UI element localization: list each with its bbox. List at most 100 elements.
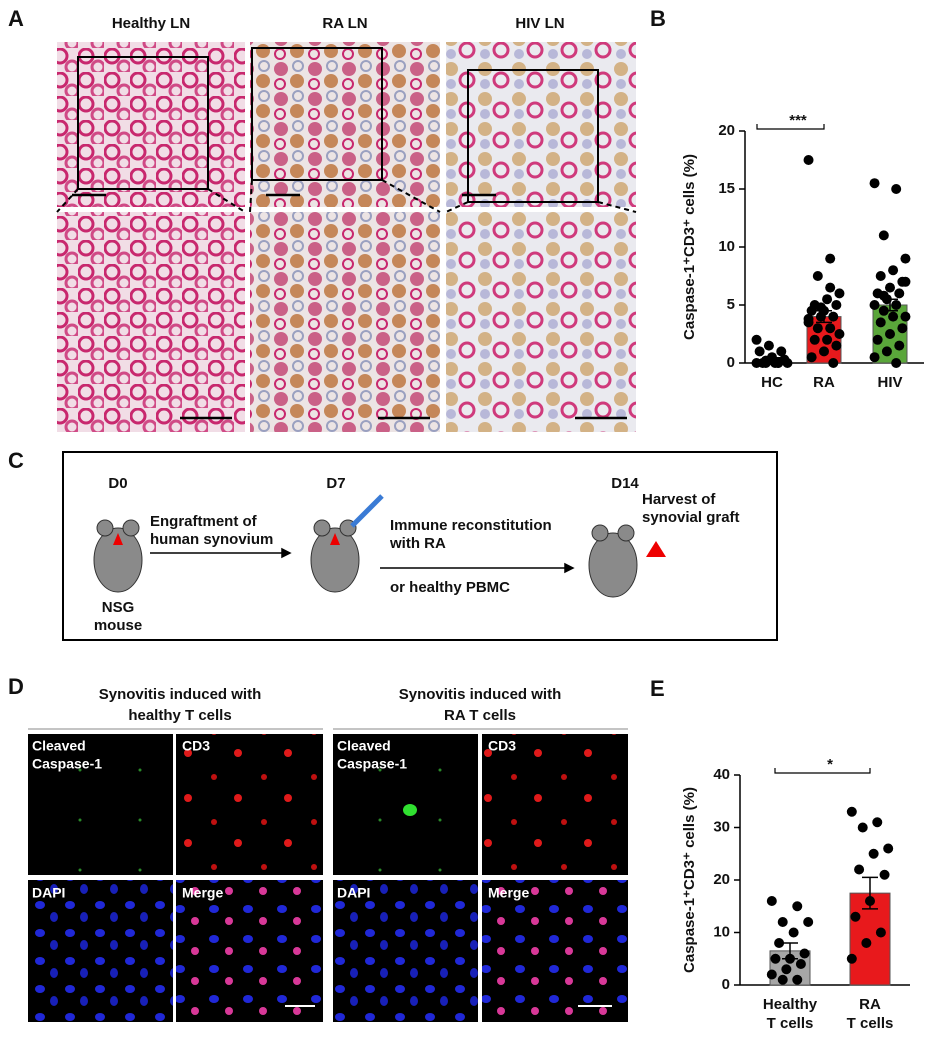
column-title: RA LN: [322, 15, 367, 32]
step-text: Harvest of: [642, 491, 716, 508]
panel-label: D: [8, 674, 24, 699]
data-point: [879, 869, 890, 880]
channel-label: CD3: [488, 738, 516, 754]
data-point: [875, 271, 886, 281]
data-point: [900, 276, 911, 287]
data-point: [809, 334, 820, 345]
x-tick-label: Healthy: [763, 996, 818, 1013]
data-point: [825, 282, 836, 293]
y-tick-label: 40: [713, 766, 730, 783]
fluorescence-images: [28, 734, 628, 1022]
step-text: or healthy PBMC: [390, 579, 510, 596]
significance-bracket: [774, 768, 871, 774]
panel-label: C: [8, 448, 24, 473]
data-point: [828, 311, 839, 322]
data-point: [875, 927, 886, 938]
data-point: [828, 358, 839, 368]
data-point: [885, 282, 895, 293]
data-point: [785, 953, 795, 964]
data-point: [803, 313, 814, 324]
data-point: [777, 974, 788, 985]
data-point: [891, 184, 902, 194]
x-tick-label: RA: [859, 996, 881, 1013]
data-point: [861, 938, 872, 948]
data-point: [891, 300, 902, 310]
group-title: RA T cells: [444, 707, 516, 724]
x-tick-label: HC: [761, 374, 783, 391]
data-point: [846, 953, 857, 964]
data-point: [776, 346, 787, 357]
data-point: [812, 271, 823, 281]
data-point: [803, 155, 814, 165]
data-point: [888, 311, 899, 322]
data-point: [831, 340, 842, 351]
panel-label: E: [650, 676, 665, 701]
data-point: [777, 917, 788, 927]
data-point: [900, 253, 911, 264]
y-tick-label: 10: [718, 238, 735, 255]
data-point: [806, 352, 817, 363]
data-point: [869, 300, 880, 310]
data-point: [878, 230, 889, 241]
mouse-icons: [93, 494, 666, 598]
mouse-label: NSG: [102, 599, 135, 616]
data-point: [834, 329, 845, 339]
data-point: [865, 896, 875, 906]
data-point: [792, 901, 803, 912]
x-tick-label: RA: [813, 374, 835, 391]
data-point: [894, 288, 905, 299]
x-tick-label: T cells: [847, 1015, 894, 1032]
step-text: Engraftment of: [150, 513, 258, 530]
data-point: [766, 896, 777, 906]
significance-label: *: [827, 756, 833, 773]
step-text: Immune reconstitution: [390, 517, 552, 534]
column-title: HIV LN: [515, 15, 564, 32]
data-point: [822, 294, 833, 305]
y-tick-label: 15: [718, 180, 735, 197]
day-label: D0: [108, 475, 127, 492]
channel-label: CD3: [182, 738, 210, 754]
data-point: [888, 265, 899, 276]
data-point: [872, 334, 883, 345]
data-point: [825, 253, 836, 264]
data-point: [868, 848, 879, 859]
data-point: [881, 346, 892, 357]
x-tick-label: T cells: [767, 1015, 814, 1032]
data-point: [891, 358, 902, 368]
data-point: [897, 323, 908, 334]
channel-label: Caspase-1: [32, 756, 102, 772]
channel-label: DAPI: [32, 885, 65, 901]
data-point: [815, 302, 826, 313]
data-point: [803, 917, 814, 927]
day-label: D7: [326, 475, 345, 492]
data-point: [799, 948, 810, 959]
data-point: [770, 953, 781, 964]
schematic-box: [62, 451, 778, 641]
day-label: D14: [611, 475, 639, 492]
micrographs: [56, 42, 637, 432]
step-text: human synovium: [150, 531, 273, 548]
y-axis-label: Caspase-1⁺CD3⁺ cells (%): [681, 154, 698, 340]
data-point: [825, 323, 836, 334]
data-point: [795, 959, 806, 969]
significance-bracket: [756, 124, 825, 130]
data-point: [878, 305, 889, 316]
data-point: [846, 806, 857, 817]
data-point: [781, 964, 792, 975]
data-point: [774, 938, 785, 948]
data-point: [869, 352, 880, 363]
step-text: synovial graft: [642, 509, 740, 526]
data-point: [878, 290, 889, 301]
data-point: [773, 358, 784, 368]
column-title: Healthy LN: [112, 15, 190, 32]
data-point: [883, 843, 894, 854]
data-point: [872, 817, 883, 828]
data-point: [788, 927, 799, 938]
data-point: [834, 288, 845, 299]
y-tick-label: 5: [727, 296, 735, 313]
y-tick-label: 10: [713, 923, 730, 940]
group-title: Synovitis induced with: [99, 686, 262, 703]
panel-label: A: [8, 6, 24, 31]
y-tick-label: 30: [713, 818, 730, 835]
